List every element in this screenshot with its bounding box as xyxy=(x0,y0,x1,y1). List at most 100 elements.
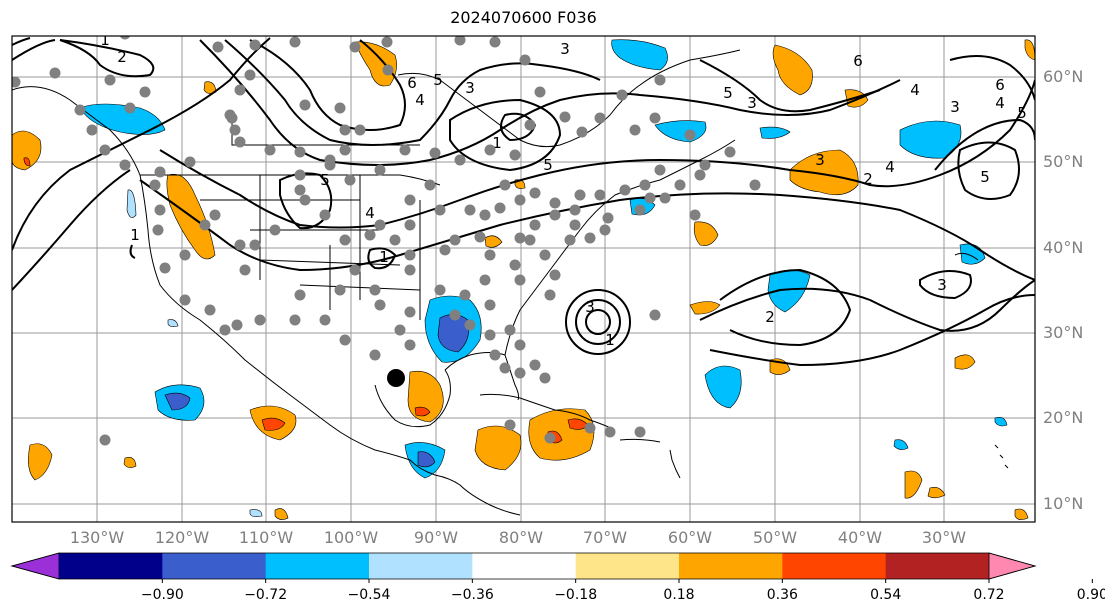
contour-label: 4 xyxy=(995,94,1005,112)
station-dot xyxy=(154,204,166,216)
colorbar-label: 0.72 xyxy=(973,587,1005,603)
station-dot xyxy=(289,314,301,326)
station-dot xyxy=(374,219,386,231)
station-dot xyxy=(249,39,261,51)
station-dot xyxy=(209,209,221,221)
map-title: 2024070600 F036 xyxy=(450,8,597,27)
longitude-label: 50°W xyxy=(752,528,798,547)
station-dot xyxy=(449,309,461,321)
colorbar-segment xyxy=(679,553,783,579)
longitude-label: 120°W xyxy=(154,528,210,547)
station-dot xyxy=(654,164,666,176)
station-dot xyxy=(576,126,588,138)
station-dot xyxy=(549,209,561,221)
station-dot xyxy=(239,264,251,276)
station-dot xyxy=(212,41,224,53)
contour-label: 1 xyxy=(100,31,110,49)
station-dot xyxy=(649,309,661,321)
station-dot xyxy=(724,146,736,158)
station-dot xyxy=(382,64,394,76)
latitude-label: 60°N xyxy=(1043,67,1084,86)
station-dot xyxy=(454,154,466,166)
station-dot xyxy=(434,284,446,296)
station-dot xyxy=(244,69,256,81)
station-dot xyxy=(104,74,116,86)
contour-label: 3 xyxy=(465,79,475,97)
station-dot xyxy=(539,249,551,261)
colorbar-segment xyxy=(885,553,990,579)
station-dot xyxy=(319,209,331,221)
colorbar-label: −0.54 xyxy=(347,587,391,603)
contour-label: 6 xyxy=(853,52,863,70)
longitude-label: 60°W xyxy=(667,528,713,547)
station-dot xyxy=(404,264,416,276)
colorbar-label: 0.54 xyxy=(870,587,902,603)
colorbar-segment xyxy=(162,553,267,579)
station-dot xyxy=(489,36,501,48)
station-dot xyxy=(534,86,546,98)
station-dot xyxy=(439,244,451,256)
contour-label: 5 xyxy=(543,156,553,174)
station-dot xyxy=(569,219,581,231)
longitude-label: 100°W xyxy=(323,528,379,547)
latitude-label: 50°N xyxy=(1043,152,1084,171)
station-dot xyxy=(489,349,501,361)
station-dot xyxy=(349,264,361,276)
station-dot xyxy=(494,202,506,214)
station-dot xyxy=(269,224,281,236)
station-dot xyxy=(74,104,86,116)
station-dot xyxy=(404,306,416,318)
station-dot xyxy=(544,432,556,444)
highlight-marker xyxy=(387,369,405,387)
station-dot xyxy=(99,144,111,156)
station-dot xyxy=(369,284,381,296)
station-dot xyxy=(602,212,614,224)
longitude-label: 90°W xyxy=(413,528,459,547)
station-dot xyxy=(674,179,686,191)
station-dot xyxy=(524,234,536,246)
station-dot xyxy=(619,184,631,196)
contour-label: 4 xyxy=(910,81,920,99)
station-dot xyxy=(229,124,241,136)
contour-label: 5 xyxy=(1017,104,1027,122)
station-dot xyxy=(514,232,526,244)
station-dot xyxy=(344,174,356,186)
station-dot xyxy=(574,189,586,201)
station-dot xyxy=(504,419,516,431)
longitude-label: 130°W xyxy=(69,528,125,547)
station-dot xyxy=(484,249,496,261)
station-dot xyxy=(524,119,536,131)
station-dot xyxy=(339,334,351,346)
contour-label: 1 xyxy=(492,134,502,152)
longitude-label: 80°W xyxy=(498,528,544,547)
station-dot xyxy=(364,229,376,241)
station-dot xyxy=(204,304,216,316)
station-dot xyxy=(654,74,666,86)
colorbar-label: 0.18 xyxy=(663,587,695,603)
contour-label: 5 xyxy=(980,168,990,186)
station-dot xyxy=(334,102,346,114)
station-dot xyxy=(119,159,131,171)
colorbar-segment xyxy=(782,553,887,579)
station-dot xyxy=(584,422,596,434)
contour-label: 3 xyxy=(585,298,595,316)
contour-label: 6 xyxy=(407,74,417,92)
gridlines xyxy=(12,36,1035,522)
station-dot xyxy=(634,426,646,438)
station-dot xyxy=(479,209,491,221)
station-dot xyxy=(529,219,541,231)
station-dot xyxy=(649,112,661,124)
station-dot xyxy=(484,144,496,156)
station-dot xyxy=(404,249,416,261)
station-dot xyxy=(86,124,98,136)
station-dot xyxy=(99,434,111,446)
contour-label: 2 xyxy=(117,48,127,66)
strong-positive-anomaly-areas xyxy=(23,157,589,444)
longitude-label: 70°W xyxy=(582,528,628,547)
station-dot xyxy=(264,144,276,156)
latitude-label: 40°N xyxy=(1043,238,1084,257)
contour-label: 4 xyxy=(885,158,895,176)
station-dot xyxy=(434,204,446,216)
station-dot xyxy=(324,159,336,171)
